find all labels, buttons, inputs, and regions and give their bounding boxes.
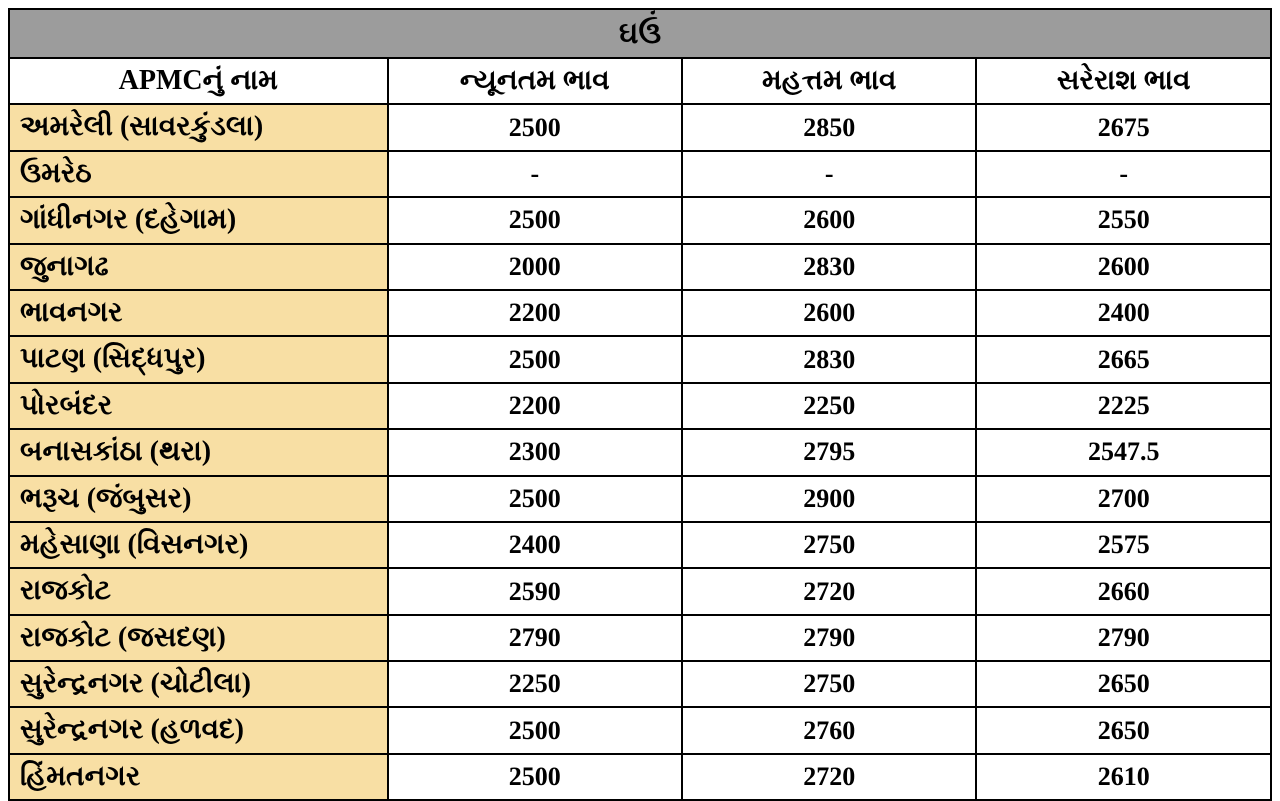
apmc-name-cell: ભરૂચ (જંબુસર) xyxy=(9,476,388,522)
table-row: અમરેલી (સાવરકુંડલા)250028502675 xyxy=(9,104,1271,150)
max-price-cell: 2830 xyxy=(682,244,976,290)
max-price-cell: 2795 xyxy=(682,429,976,475)
table-row: ભાવનગર220026002400 xyxy=(9,290,1271,336)
apmc-name-cell: ગાંધીનગર (દહેગામ) xyxy=(9,197,388,243)
table-row: ઉમરેઠ--- xyxy=(9,151,1271,197)
min-price-cell: 2300 xyxy=(388,429,682,475)
apmc-name-cell: રાજકોટ (જસદણ) xyxy=(9,615,388,661)
min-price-cell: 2500 xyxy=(388,104,682,150)
min-price-cell: 2200 xyxy=(388,290,682,336)
max-price-cell: 2250 xyxy=(682,383,976,429)
col-header-max: મહત્તમ ભાવ xyxy=(682,58,976,104)
apmc-name-cell: સુરેન્દ્રનગર (ચોટીલા) xyxy=(9,661,388,707)
avg-price-cell: 2550 xyxy=(976,197,1271,243)
avg-price-cell: 2665 xyxy=(976,336,1271,382)
apmc-name-cell: જુનાગઢ xyxy=(9,244,388,290)
min-price-cell: - xyxy=(388,151,682,197)
min-price-cell: 2500 xyxy=(388,754,682,800)
avg-price-cell: 2790 xyxy=(976,615,1271,661)
avg-price-cell: 2225 xyxy=(976,383,1271,429)
table-row: પોરબંદર220022502225 xyxy=(9,383,1271,429)
max-price-cell: 2750 xyxy=(682,522,976,568)
min-price-cell: 2400 xyxy=(388,522,682,568)
col-header-min: ન્યૂનતમ ભાવ xyxy=(388,58,682,104)
max-price-cell: 2850 xyxy=(682,104,976,150)
apmc-name-cell: હિંમતનગર xyxy=(9,754,388,800)
col-header-name: APMCનું નામ xyxy=(9,58,388,104)
apmc-name-cell: પોરબંદર xyxy=(9,383,388,429)
min-price-cell: 2500 xyxy=(388,197,682,243)
apmc-name-cell: મહેસાણા (વિસનગર) xyxy=(9,522,388,568)
avg-price-cell: 2400 xyxy=(976,290,1271,336)
avg-price-cell: - xyxy=(976,151,1271,197)
max-price-cell: 2900 xyxy=(682,476,976,522)
avg-price-cell: 2675 xyxy=(976,104,1271,150)
avg-price-cell: 2700 xyxy=(976,476,1271,522)
table-row: પાટણ (સિદ્ધપુર)250028302665 xyxy=(9,336,1271,382)
avg-price-cell: 2650 xyxy=(976,707,1271,753)
table-title: ઘઉં xyxy=(9,9,1271,58)
table-row: સુરેન્દ્રનગર (હળવદ)250027602650 xyxy=(9,707,1271,753)
price-table: ઘઉં APMCનું નામ ન્યૂનતમ ભાવ મહત્તમ ભાવ સ… xyxy=(8,8,1272,801)
table-row: જુનાગઢ200028302600 xyxy=(9,244,1271,290)
avg-price-cell: 2610 xyxy=(976,754,1271,800)
table-row: ગાંધીનગર (દહેગામ)250026002550 xyxy=(9,197,1271,243)
max-price-cell: 2830 xyxy=(682,336,976,382)
apmc-name-cell: બનાસકાંઠા (થરા) xyxy=(9,429,388,475)
table-row: બનાસકાંઠા (થરા)230027952547.5 xyxy=(9,429,1271,475)
avg-price-cell: 2575 xyxy=(976,522,1271,568)
avg-price-cell: 2600 xyxy=(976,244,1271,290)
max-price-cell: 2720 xyxy=(682,754,976,800)
min-price-cell: 2590 xyxy=(388,568,682,614)
max-price-cell: 2720 xyxy=(682,568,976,614)
apmc-name-cell: ભાવનગર xyxy=(9,290,388,336)
apmc-name-cell: ઉમરેઠ xyxy=(9,151,388,197)
table-row: હિંમતનગર250027202610 xyxy=(9,754,1271,800)
apmc-name-cell: રાજકોટ xyxy=(9,568,388,614)
table-row: રાજકોટ (જસદણ)279027902790 xyxy=(9,615,1271,661)
min-price-cell: 2250 xyxy=(388,661,682,707)
table-row: રાજકોટ259027202660 xyxy=(9,568,1271,614)
avg-price-cell: 2650 xyxy=(976,661,1271,707)
apmc-name-cell: સુરેન્દ્રનગર (હળવદ) xyxy=(9,707,388,753)
min-price-cell: 2200 xyxy=(388,383,682,429)
table-body: અમરેલી (સાવરકુંડલા)250028502675ઉમરેઠ---ગ… xyxy=(9,104,1271,800)
avg-price-cell: 2547.5 xyxy=(976,429,1271,475)
min-price-cell: 2790 xyxy=(388,615,682,661)
avg-price-cell: 2660 xyxy=(976,568,1271,614)
max-price-cell: 2600 xyxy=(682,290,976,336)
table-row: મહેસાણા (વિસનગર)240027502575 xyxy=(9,522,1271,568)
min-price-cell: 2000 xyxy=(388,244,682,290)
min-price-cell: 2500 xyxy=(388,476,682,522)
max-price-cell: 2750 xyxy=(682,661,976,707)
price-table-container: ઘઉં APMCનું નામ ન્યૂનતમ ભાવ મહત્તમ ભાવ સ… xyxy=(0,0,1280,720)
min-price-cell: 2500 xyxy=(388,707,682,753)
col-header-avg: સરેરાશ ભાવ xyxy=(976,58,1271,104)
apmc-name-cell: પાટણ (સિદ્ધપુર) xyxy=(9,336,388,382)
max-price-cell: - xyxy=(682,151,976,197)
table-row: ભરૂચ (જંબુસર)250029002700 xyxy=(9,476,1271,522)
max-price-cell: 2760 xyxy=(682,707,976,753)
max-price-cell: 2600 xyxy=(682,197,976,243)
max-price-cell: 2790 xyxy=(682,615,976,661)
table-row: સુરેન્દ્રનગર (ચોટીલા)225027502650 xyxy=(9,661,1271,707)
apmc-name-cell: અમરેલી (સાવરકુંડલા) xyxy=(9,104,388,150)
min-price-cell: 2500 xyxy=(388,336,682,382)
